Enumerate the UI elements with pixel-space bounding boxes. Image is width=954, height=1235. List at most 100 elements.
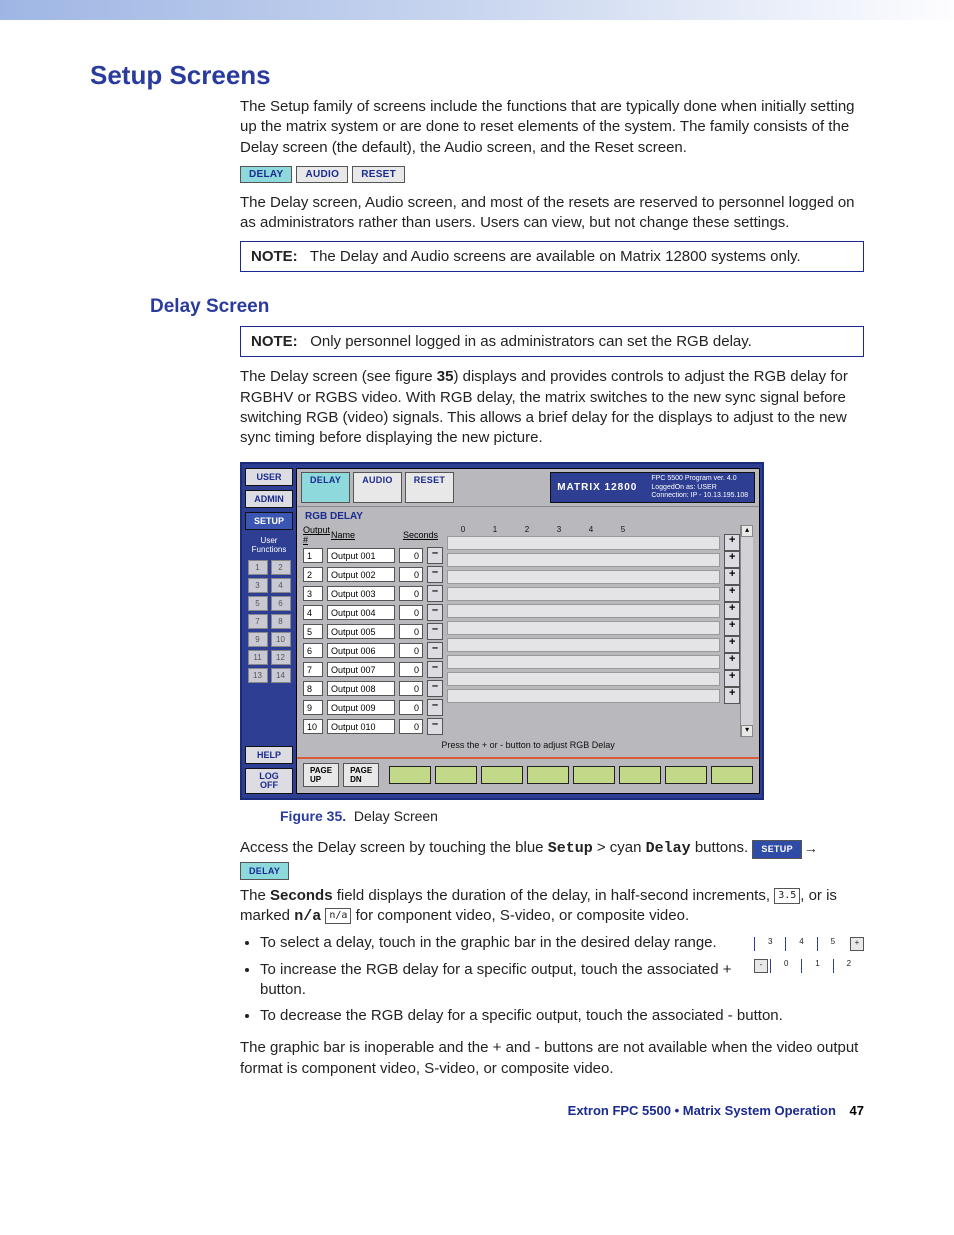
tab-audio[interactable]: AUDIO [296,166,348,183]
plus-button[interactable]: + [724,602,740,619]
page-up-button[interactable]: PAGE UP [303,763,339,787]
output-seconds: 0 [399,719,423,734]
delay-paragraph: The Delay screen (see figure 35) display… [240,367,864,448]
status-user: LoggedOn as: USER [651,484,748,492]
delay-bar[interactable] [447,604,720,618]
output-row: 4Output 0040– [303,604,443,621]
plus-button[interactable]: + [724,653,740,670]
user-function-slot[interactable]: 10 [271,632,291,647]
tab-reset[interactable]: RESET [352,166,405,183]
preset-slot[interactable] [573,766,615,784]
preset-slot[interactable] [619,766,661,784]
output-name: Output 004 [327,605,395,620]
minus-button[interactable]: – [427,642,443,659]
main-tab-audio[interactable]: AUDIO [353,472,402,503]
sidebar-logoff-button[interactable]: LOG OFF [245,768,293,794]
note-box-1: NOTE: The Delay and Audio screens are av… [240,241,864,272]
plus-button[interactable]: + [724,585,740,602]
user-function-slot[interactable]: 2 [271,560,291,575]
user-function-slot[interactable]: 4 [271,578,291,593]
delay-bar[interactable] [447,672,720,686]
delay-bar-row: + [447,602,740,619]
output-name: Output 009 [327,700,395,715]
user-function-slot[interactable]: 14 [271,668,291,683]
scale-tick: 4 [575,525,607,534]
plus-button[interactable]: + [724,534,740,551]
sidebar-setup-button[interactable]: SETUP [245,512,293,530]
user-function-slot[interactable]: 9 [248,632,268,647]
output-seconds: 0 [399,548,423,563]
delay-bar[interactable] [447,553,720,567]
preset-slot[interactable] [665,766,707,784]
plus-button[interactable]: + [724,636,740,653]
delay-bar[interactable] [447,536,720,550]
seconds-paragraph: The Seconds field displays the duration … [240,886,864,928]
sidebar-user-button[interactable]: USER [245,468,293,486]
col-seconds: Seconds [403,530,443,540]
preset-slot[interactable] [711,766,753,784]
minus-button[interactable]: – [427,699,443,716]
minus-button[interactable]: – [427,661,443,678]
delay-bar[interactable] [447,689,720,703]
output-name: Output 008 [327,681,395,696]
col-name: Name [331,530,399,540]
delay-bar-row: + [447,551,740,568]
bullet-item: To decrease the RGB delay for a specific… [260,1006,864,1026]
preset-slot[interactable] [435,766,477,784]
plus-button[interactable]: + [724,670,740,687]
page-dn-button[interactable]: PAGE DN [343,763,379,787]
user-function-slot[interactable]: 8 [271,614,291,629]
user-function-slot[interactable]: 3 [248,578,268,593]
intro-paragraph-1: The Setup family of screens include the … [240,97,864,158]
output-index: 2 [303,567,323,582]
user-function-slot[interactable]: 13 [248,668,268,683]
delay-bar-row: + [447,653,740,670]
delay-bar[interactable] [447,570,720,584]
output-index: 4 [303,605,323,620]
sidebar-help-button[interactable]: HELP [245,746,293,764]
user-function-slot[interactable]: 5 [248,596,268,611]
user-function-slot[interactable]: 12 [271,650,291,665]
preset-slot[interactable] [389,766,431,784]
plus-button[interactable]: + [724,568,740,585]
minus-button[interactable]: – [427,623,443,640]
scale-tick: 3 [543,525,575,534]
user-function-slot[interactable]: 7 [248,614,268,629]
delay-bar[interactable] [447,587,720,601]
heading-setup-screens: Setup Screens [90,60,864,91]
main-tab-reset[interactable]: RESET [405,472,455,503]
output-row: 5Output 0050– [303,623,443,640]
scrollbar[interactable]: ▴ ▾ [740,525,753,737]
delay-bar[interactable] [447,638,720,652]
output-index: 7 [303,662,323,677]
main-tab-delay[interactable]: DELAY [301,472,350,503]
minus-button[interactable]: – [427,585,443,602]
user-function-slot[interactable]: 6 [271,596,291,611]
delay-bar[interactable] [447,621,720,635]
plus-button[interactable]: + [724,619,740,636]
sidebar-admin-button[interactable]: ADMIN [245,490,293,508]
delay-bar[interactable] [447,655,720,669]
output-seconds: 0 [399,586,423,601]
minus-button[interactable]: – [427,566,443,583]
plus-button[interactable]: + [724,551,740,568]
minus-button[interactable]: – [427,680,443,697]
delay-bars: 012345 ++++++++++ [447,525,740,737]
user-function-slot[interactable]: 11 [248,650,268,665]
user-function-slot[interactable]: 1 [248,560,268,575]
minus-button[interactable]: – [427,604,443,621]
output-index: 10 [303,719,323,734]
sidebar: USER ADMIN SETUP User Functions 12345678… [242,464,296,798]
plus-button[interactable]: + [724,687,740,704]
preset-slot[interactable] [527,766,569,784]
preset-slot[interactable] [481,766,523,784]
scroll-down-icon[interactable]: ▾ [741,725,753,737]
note-label: NOTE: [251,248,298,265]
scroll-up-icon[interactable]: ▴ [741,525,753,537]
delay-bar-row: + [447,534,740,551]
rgb-delay-title: RGB DELAY [303,509,753,525]
output-index: 6 [303,643,323,658]
tab-delay[interactable]: DELAY [240,166,292,183]
minus-button[interactable]: – [427,547,443,564]
minus-button[interactable]: – [427,718,443,735]
